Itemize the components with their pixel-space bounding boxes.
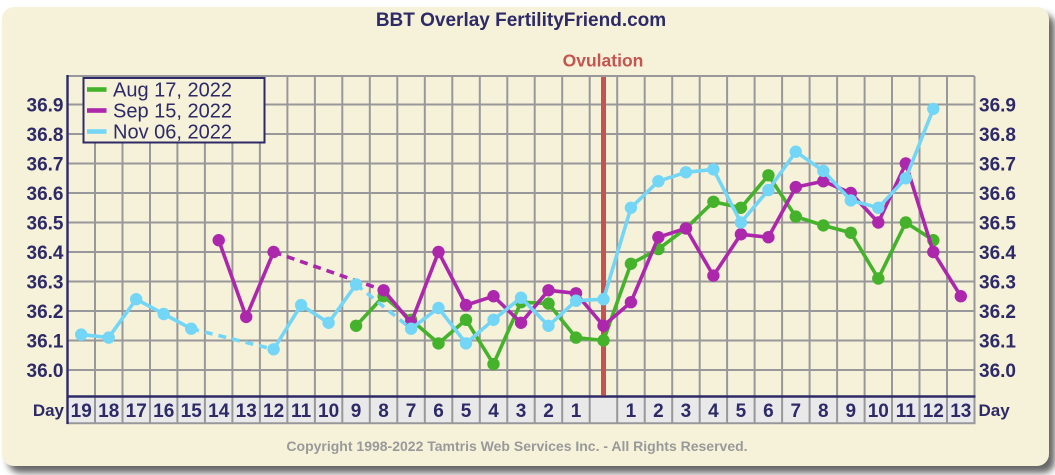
svg-text:36.6: 36.6 [979, 184, 1016, 205]
svg-text:3: 3 [681, 401, 692, 422]
svg-text:36.5: 36.5 [979, 214, 1016, 235]
svg-text:11: 11 [291, 401, 312, 422]
svg-text:6: 6 [763, 401, 774, 422]
svg-text:36.1: 36.1 [979, 332, 1016, 353]
svg-text:2: 2 [653, 401, 664, 422]
svg-text:10: 10 [868, 401, 889, 422]
svg-text:36.2: 36.2 [979, 302, 1016, 323]
svg-text:Nov 06, 2022: Nov 06, 2022 [113, 122, 232, 144]
svg-text:15: 15 [181, 401, 203, 422]
svg-text:36.4: 36.4 [27, 243, 64, 264]
svg-text:5: 5 [736, 401, 747, 422]
svg-text:36.8: 36.8 [27, 125, 64, 146]
svg-text:8: 8 [818, 401, 829, 422]
svg-text:36.0: 36.0 [27, 361, 64, 382]
svg-text:9: 9 [351, 401, 362, 422]
svg-text:36.2: 36.2 [27, 302, 64, 323]
svg-text:5: 5 [461, 401, 472, 422]
svg-text:Ovulation: Ovulation [563, 51, 644, 71]
svg-text:13: 13 [236, 401, 257, 422]
svg-text:BBT Overlay FertilityFriend.co: BBT Overlay FertilityFriend.com [376, 10, 666, 31]
svg-text:36.3: 36.3 [27, 273, 64, 294]
svg-text:7: 7 [406, 401, 417, 422]
svg-text:36.7: 36.7 [979, 155, 1016, 176]
svg-text:19: 19 [71, 401, 92, 422]
svg-text:17: 17 [126, 401, 147, 422]
svg-text:36.5: 36.5 [27, 214, 64, 235]
svg-text:6: 6 [433, 401, 444, 422]
svg-text:36.1: 36.1 [27, 332, 64, 353]
svg-text:36.3: 36.3 [979, 273, 1016, 294]
svg-text:1: 1 [571, 401, 582, 422]
svg-text:7: 7 [791, 401, 802, 422]
svg-text:2: 2 [543, 401, 554, 422]
svg-text:16: 16 [153, 401, 174, 422]
svg-text:1: 1 [626, 401, 637, 422]
svg-text:3: 3 [516, 401, 527, 422]
svg-text:Day: Day [33, 401, 65, 420]
svg-text:36.0: 36.0 [979, 361, 1016, 382]
svg-text:36.7: 36.7 [27, 155, 64, 176]
svg-text:36.4: 36.4 [979, 243, 1016, 264]
svg-text:Sep 15, 2022: Sep 15, 2022 [113, 101, 232, 123]
svg-text:8: 8 [378, 401, 389, 422]
svg-text:18: 18 [98, 401, 119, 422]
svg-text:36.9: 36.9 [27, 96, 64, 117]
svg-text:14: 14 [208, 401, 230, 422]
svg-text:12: 12 [263, 401, 284, 422]
svg-text:Aug 17, 2022: Aug 17, 2022 [113, 80, 232, 102]
svg-text:36.8: 36.8 [979, 125, 1016, 146]
svg-text:12: 12 [923, 401, 944, 422]
svg-text:36.9: 36.9 [979, 96, 1016, 117]
svg-text:11: 11 [896, 401, 917, 422]
svg-text:Day: Day [979, 401, 1011, 420]
svg-text:9: 9 [846, 401, 857, 422]
svg-text:4: 4 [488, 401, 499, 422]
svg-text:4: 4 [708, 401, 719, 422]
svg-text:10: 10 [318, 401, 339, 422]
svg-text:13: 13 [950, 401, 971, 422]
svg-text:36.6: 36.6 [27, 184, 64, 205]
svg-text:Copyright 1998-2022 Tamtris We: Copyright 1998-2022 Tamtris Web Services… [286, 438, 747, 454]
